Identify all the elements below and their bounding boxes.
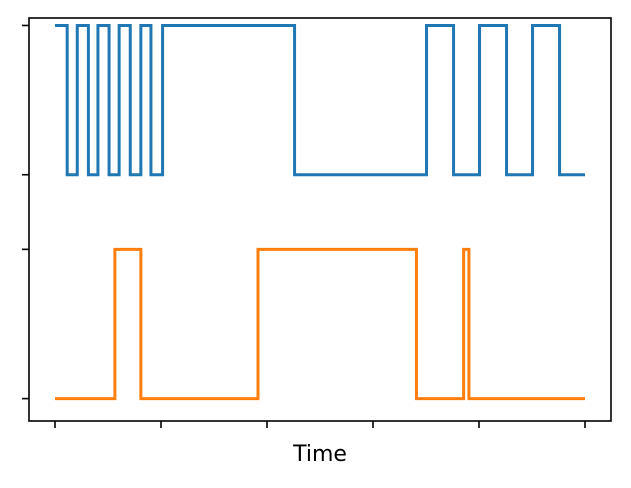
series-1-line bbox=[55, 247, 585, 401]
plot-frame bbox=[28, 17, 612, 422]
plot-area bbox=[55, 23, 585, 401]
x-axis-label: Time bbox=[292, 442, 347, 467]
axis-ticks bbox=[22, 24, 586, 428]
series-0-line bbox=[55, 23, 585, 177]
